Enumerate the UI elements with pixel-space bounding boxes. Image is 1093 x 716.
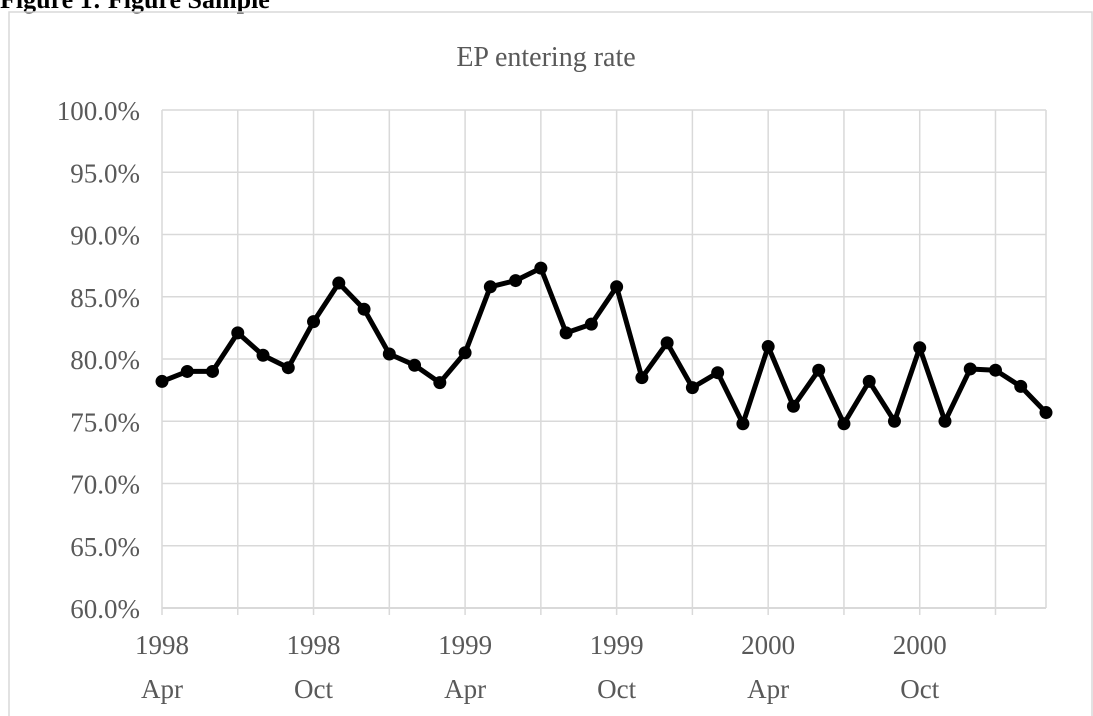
data-point <box>685 381 699 395</box>
data-point <box>1014 379 1028 393</box>
data-point <box>938 414 952 428</box>
data-point <box>231 326 245 340</box>
data-point <box>307 315 321 329</box>
data-point <box>155 374 169 388</box>
data-point <box>256 348 270 362</box>
data-point <box>736 417 750 431</box>
x-tick-year: 1999 <box>438 630 492 660</box>
y-tick-label: 75.0% <box>70 407 140 437</box>
x-tick-month: Oct <box>900 674 939 704</box>
y-tick-label: 95.0% <box>70 158 140 188</box>
data-point <box>180 364 194 378</box>
y-axis-tick-labels: 100.0% 95.0% 90.0% 85.0% 80.0% 75.0% 70.0% 65.0… <box>57 96 140 624</box>
data-point <box>433 376 447 390</box>
data-point <box>660 336 674 350</box>
data-point <box>357 302 371 316</box>
y-tick-label: 100.0% <box>57 96 140 126</box>
data-point <box>761 340 775 354</box>
x-tick-month: Oct <box>294 674 333 704</box>
x-tick-month: Oct <box>597 674 636 704</box>
data-point <box>988 363 1002 377</box>
x-tick-month: Apr <box>747 674 789 704</box>
data-point <box>862 374 876 388</box>
y-tick-label: 70.0% <box>70 470 140 500</box>
data-point <box>281 361 295 375</box>
x-axis-tick-labels: 1998 Apr 1998 Oct 1999 Apr 1999 Oct 2000 Apr 2000 O… <box>135 630 947 704</box>
x-tick-year: 1999 <box>590 630 644 660</box>
data-point <box>382 347 396 361</box>
chart-frame <box>8 11 1093 716</box>
x-tick-year: 2000 <box>893 630 947 660</box>
data-point <box>887 414 901 428</box>
data-point <box>458 346 472 360</box>
x-tick-label: 1999 Apr <box>438 630 492 704</box>
data-point <box>786 399 800 413</box>
chart-title: EP entering rate <box>456 42 635 73</box>
x-tick-year: 1998 <box>135 630 189 660</box>
x-tick-month: Apr <box>141 674 183 704</box>
y-tick-label: 60.0% <box>70 594 140 624</box>
data-point <box>559 326 573 340</box>
data-point <box>483 280 497 294</box>
data-point <box>206 364 220 378</box>
x-tick-label: 2000 Apr <box>741 630 795 704</box>
y-tick-label: 65.0% <box>70 532 140 562</box>
data-point <box>837 417 851 431</box>
data-point <box>711 366 725 380</box>
data-point <box>408 358 422 372</box>
series-line <box>161 265 1048 427</box>
data-point <box>1039 406 1053 420</box>
data-point <box>913 341 927 355</box>
data-point <box>610 280 624 294</box>
x-tick-label: 1998 Apr <box>135 630 189 704</box>
data-point <box>812 363 826 377</box>
y-tick-label: 90.0% <box>70 221 140 251</box>
data-point <box>509 274 523 288</box>
y-tick-label: 80.0% <box>70 345 140 375</box>
data-point <box>635 371 649 385</box>
figure-caption: Figure 1: Figure Sample <box>0 0 270 15</box>
x-tick-label: 1999 Oct <box>590 630 644 704</box>
series-ep-entering-rate <box>155 261 1053 431</box>
data-point <box>534 261 548 275</box>
x-tick-label: 1998 Oct <box>287 630 341 704</box>
y-tick-label: 85.0% <box>70 283 140 313</box>
axes <box>161 607 1046 615</box>
x-tick-year: 2000 <box>741 630 795 660</box>
x-tick-month: Apr <box>444 674 486 704</box>
data-point <box>332 276 346 290</box>
x-tick-label: 2000 Oct <box>893 630 947 704</box>
data-point <box>963 362 977 376</box>
data-point <box>584 317 598 331</box>
x-tick-year: 1998 <box>287 630 341 660</box>
